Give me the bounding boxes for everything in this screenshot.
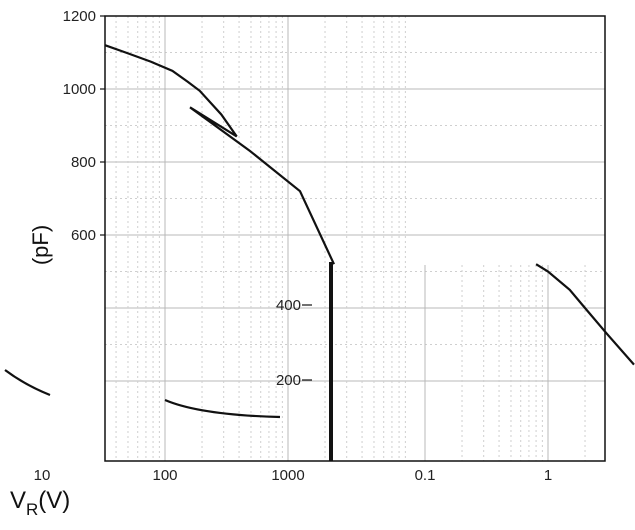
x-tick-label: 10 [34,467,51,484]
inset-y-tick-label: 200 [276,372,301,389]
series-line-fragment-left [4,369,51,397]
y-tick-label: 600 [71,227,96,244]
y-tick-label: 1200 [63,8,96,25]
grid [105,16,605,461]
y-tick-label: 1000 [63,81,96,98]
inset-x-tick-label: 0.1 [415,467,436,484]
inset-y-tick-label: 400 [276,297,301,314]
y-tick-label: 800 [71,154,96,171]
curves [4,44,635,461]
y-axis-title: (pF) [28,225,53,265]
center-divider [329,262,333,461]
series-line-fragment-mid [164,398,281,419]
x-axis-title-subscript: R [26,500,38,519]
series-line-inset [535,263,635,366]
plot-frame [104,15,606,462]
x-tick-label: 100 [152,467,177,484]
x-axis-title-unit: (V) [38,487,70,514]
x-axis-title: VR(V) [10,487,70,519]
x-tick-label: 1000 [271,467,304,484]
series-line-main [104,44,335,265]
inset-x-tick-label: 1 [544,467,552,484]
tick-labels: 1200 1000 800 600 400 200 10 100 1000 0.1 1 [34,8,553,484]
x-axis-title-main: V [10,487,26,514]
